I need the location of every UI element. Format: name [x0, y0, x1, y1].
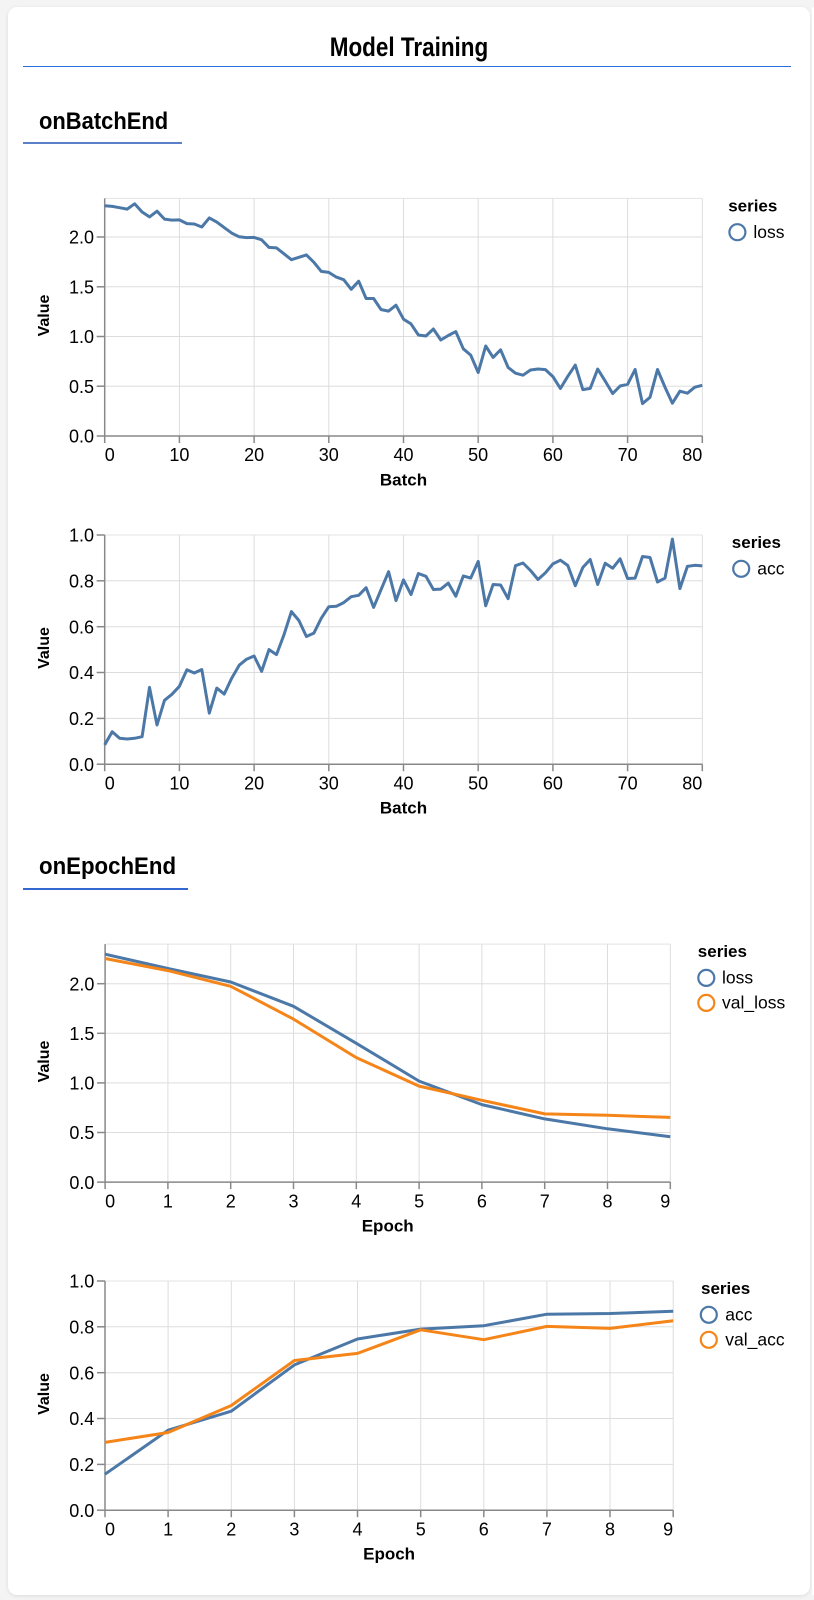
- svg-text:20: 20: [244, 445, 264, 465]
- svg-text:4: 4: [351, 1191, 361, 1211]
- svg-text:0.2: 0.2: [69, 1455, 94, 1475]
- svg-text:0.4: 0.4: [69, 663, 94, 683]
- svg-text:4: 4: [352, 1519, 362, 1539]
- svg-text:9: 9: [660, 1191, 670, 1211]
- svg-text:9: 9: [663, 1519, 673, 1539]
- svg-text:30: 30: [319, 445, 339, 465]
- svg-text:0.0: 0.0: [69, 1173, 94, 1193]
- svg-text:50: 50: [468, 773, 488, 793]
- svg-text:val_loss: val_loss: [722, 993, 785, 1014]
- svg-text:0.2: 0.2: [69, 709, 94, 729]
- svg-text:30: 30: [319, 773, 339, 793]
- svg-text:8: 8: [602, 1191, 612, 1211]
- svg-text:7: 7: [540, 1191, 550, 1211]
- svg-text:1.0: 1.0: [69, 1074, 94, 1094]
- svg-text:0: 0: [105, 445, 115, 465]
- svg-text:60: 60: [543, 773, 563, 793]
- svg-text:0: 0: [105, 1191, 115, 1211]
- svg-text:acc: acc: [725, 1305, 752, 1325]
- svg-text:0.0: 0.0: [69, 1501, 94, 1521]
- svg-text:Value: Value: [36, 295, 53, 337]
- svg-text:Value: Value: [36, 1373, 53, 1415]
- svg-text:0.5: 0.5: [69, 1123, 94, 1143]
- svg-text:Batch: Batch: [380, 470, 427, 489]
- svg-text:10: 10: [169, 773, 189, 793]
- svg-text:70: 70: [618, 773, 638, 793]
- svg-text:0: 0: [105, 1519, 115, 1539]
- svg-text:1.5: 1.5: [69, 277, 94, 297]
- svg-text:loss: loss: [753, 222, 784, 242]
- svg-text:2.0: 2.0: [69, 974, 94, 994]
- svg-text:series: series: [701, 1279, 750, 1298]
- svg-text:70: 70: [618, 445, 638, 465]
- svg-text:5: 5: [416, 1519, 426, 1539]
- svg-text:1: 1: [163, 1191, 173, 1211]
- svg-text:3: 3: [289, 1519, 299, 1539]
- svg-text:Epoch: Epoch: [363, 1545, 415, 1564]
- svg-text:6: 6: [477, 1191, 487, 1211]
- svg-text:60: 60: [543, 445, 563, 465]
- svg-text:acc: acc: [757, 559, 784, 579]
- svg-text:10: 10: [169, 445, 189, 465]
- svg-text:40: 40: [393, 445, 413, 465]
- svg-text:loss: loss: [722, 968, 753, 988]
- svg-text:1.0: 1.0: [69, 327, 94, 347]
- svg-text:Value: Value: [36, 627, 53, 669]
- svg-text:0.0: 0.0: [69, 755, 94, 775]
- svg-text:2: 2: [226, 1191, 236, 1211]
- svg-text:50: 50: [468, 445, 488, 465]
- svg-text:series: series: [732, 533, 781, 552]
- svg-text:1.0: 1.0: [69, 526, 94, 546]
- svg-text:0.8: 0.8: [69, 1318, 94, 1338]
- svg-text:Epoch: Epoch: [362, 1216, 414, 1235]
- svg-text:0: 0: [105, 773, 115, 793]
- svg-text:5: 5: [414, 1191, 424, 1211]
- svg-text:0.6: 0.6: [69, 1363, 94, 1383]
- svg-text:3: 3: [288, 1191, 298, 1211]
- svg-text:7: 7: [542, 1519, 552, 1539]
- svg-text:1: 1: [163, 1519, 173, 1539]
- svg-text:2.0: 2.0: [69, 228, 94, 248]
- svg-text:val_acc: val_acc: [725, 1330, 785, 1351]
- svg-text:0.4: 0.4: [69, 1409, 94, 1429]
- svg-text:series: series: [728, 196, 777, 215]
- svg-text:Batch: Batch: [380, 799, 427, 818]
- svg-text:6: 6: [479, 1519, 489, 1539]
- svg-text:80: 80: [682, 773, 702, 793]
- svg-text:Value: Value: [36, 1041, 53, 1083]
- svg-text:1.5: 1.5: [69, 1024, 94, 1044]
- svg-text:20: 20: [244, 773, 264, 793]
- svg-text:8: 8: [605, 1519, 615, 1539]
- svg-text:0.6: 0.6: [69, 617, 94, 637]
- svg-text:0.8: 0.8: [69, 572, 94, 592]
- svg-text:2: 2: [226, 1519, 236, 1539]
- svg-text:1.0: 1.0: [69, 1272, 94, 1292]
- svg-text:0.5: 0.5: [69, 377, 94, 397]
- svg-text:40: 40: [393, 773, 413, 793]
- svg-text:series: series: [698, 942, 747, 961]
- svg-text:0.0: 0.0: [69, 427, 94, 447]
- svg-text:80: 80: [682, 445, 702, 465]
